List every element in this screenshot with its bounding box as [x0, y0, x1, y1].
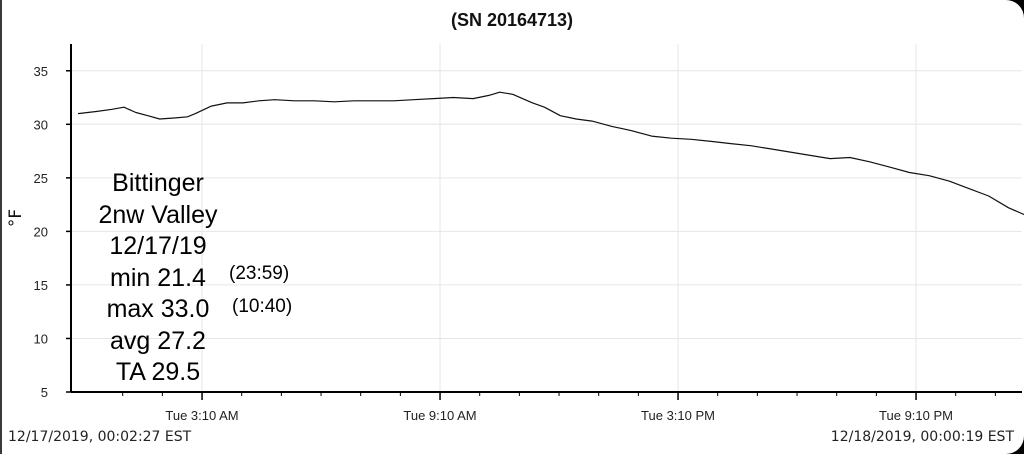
max-temp: max 33.0 [106, 295, 210, 323]
x-tick-label: Tue 3:10 PM [641, 408, 715, 423]
x-tick-label: Tue 3:10 AM [165, 408, 238, 423]
end-timestamp: 12/18/2019, 00:00:19 EST [830, 429, 1014, 445]
start-timestamp: 12/17/2019, 00:02:27 EST [8, 429, 192, 445]
y-tick-label: 20 [34, 224, 48, 239]
max-time: (10:40) [232, 296, 293, 317]
station-location: 2nw Valley [98, 200, 218, 229]
summary-date: 12/17/19 [109, 232, 207, 260]
temperature-series-line [77, 91, 1024, 216]
x-tick-label: Tue 9:10 PM [879, 408, 953, 423]
ta-temp: TA 29.5 [115, 358, 201, 386]
chart-title: (SN 20164713) [450, 10, 574, 30]
y-tick-label: 35 [34, 64, 48, 79]
y-tick-label: 10 [34, 331, 48, 346]
y-tick-label: 15 [34, 278, 48, 293]
station-summary: Bittinger 2nw Valley 12/17/19 min 21.4 m… [78, 168, 238, 389]
avg-temp: avg 27.2 [110, 326, 206, 355]
y-tick-label: 25 [34, 171, 48, 186]
y-tick-label: 30 [34, 117, 48, 132]
y-tick-label: 5 [41, 385, 48, 400]
station-name: Bittinger [112, 169, 204, 197]
screen-edge [0, 0, 2, 454]
min-temp: min 21.4 [110, 263, 206, 292]
x-tick-label: Tue 9:10 AM [403, 408, 476, 423]
min-time: (23:59) [229, 263, 290, 284]
